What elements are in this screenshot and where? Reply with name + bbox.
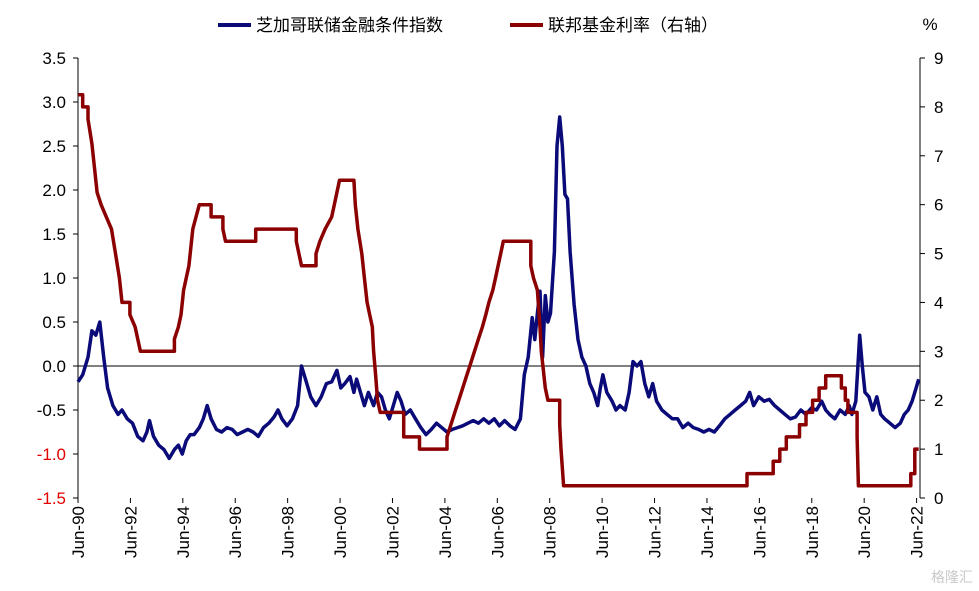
right-tick-label: 2 [934,391,943,410]
right-tick-label: 1 [934,440,943,459]
right-tick-label: 4 [934,293,943,312]
left-tick-label: 2.5 [42,137,66,156]
left-tick-label: 3.5 [42,49,66,68]
legend-label-fci: 芝加哥联储金融条件指数 [256,16,443,36]
left-tick-label: 0.0 [42,357,66,376]
left-tick-label: -1.0 [37,445,66,464]
left-tick-label: 0.5 [42,313,66,332]
x-tick-label: Jun-14 [698,506,717,558]
left-tick-label: -0.5 [37,401,66,420]
x-tick-label: Jun-90 [69,506,88,558]
x-tick-label: Jun-04 [436,506,455,558]
right-tick-label: 7 [934,147,943,166]
right-tick-label: 0 [934,489,943,508]
x-tick-label: Jun-94 [174,506,193,558]
series-layer [76,92,921,488]
right-tick-label: 9 [934,49,943,68]
x-tick-label: Jun-00 [331,506,350,558]
x-tick-label: Jun-12 [646,506,665,558]
x-tick-label: Jun-18 [803,506,822,558]
left-tick-label: -1.5 [37,489,66,508]
x-tick-label: Jun-20 [855,506,874,558]
x-tick-label: Jun-16 [750,506,769,558]
x-tick-label: Jun-98 [279,506,298,558]
series-line-fci [76,115,921,461]
axes: 3.5 3.0 2.5 2.0 1.5 1.0 0.5 0.0 -0.5 -1.0 -1.5 9 8 7 6… [37,49,944,558]
right-tick-label: 8 [934,98,943,117]
left-tick-label: 1.0 [42,269,66,288]
series-line-fedfunds [78,92,919,488]
right-axis-unit: % [922,15,937,34]
x-tick-label: Jun-96 [226,506,245,558]
x-tick-label: Jun-22 [908,506,927,558]
right-tick-label: 6 [934,196,943,215]
right-tick-label: 3 [934,342,943,361]
right-tick-label: 5 [934,245,943,264]
left-tick-label: 3.0 [42,93,66,112]
x-tick-label: Jun-92 [121,506,140,558]
watermark: 格隆汇 [931,570,973,586]
left-tick-label: 1.5 [42,225,66,244]
legend-label-fedfunds: 联邦基金利率（右轴） [548,16,718,36]
legend: 芝加哥联储金融条件指数 联邦基金利率（右轴） [218,16,718,36]
x-tick-label: Jun-06 [488,506,507,558]
x-tick-label: Jun-10 [593,506,612,558]
x-tick-label: Jun-08 [541,506,560,558]
x-tick-label: Jun-02 [383,506,402,558]
left-tick-label: 2.0 [42,181,66,200]
